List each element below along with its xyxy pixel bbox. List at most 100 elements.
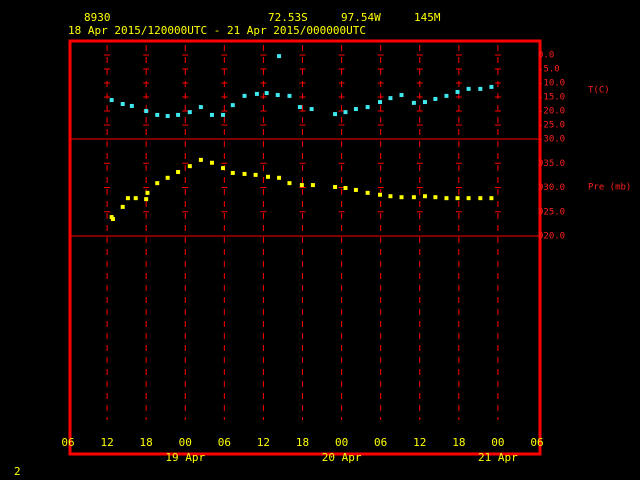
y-tick-label: 0.0: [538, 51, 554, 61]
x-tick-label: 06: [374, 436, 387, 449]
point: [411, 100, 416, 105]
point: [155, 181, 160, 186]
point: [187, 110, 192, 115]
point: [433, 96, 438, 101]
point: [221, 166, 226, 171]
x-tick-label: 06: [530, 436, 543, 449]
point: [287, 181, 292, 186]
point: [489, 196, 494, 201]
point: [198, 105, 203, 110]
point: [310, 183, 315, 188]
point: [388, 96, 393, 101]
point: [264, 91, 269, 96]
point: [145, 190, 150, 195]
point: [144, 197, 149, 202]
y-tick-label: 935.0: [538, 159, 565, 169]
elevation: 145M: [414, 11, 441, 24]
point: [254, 91, 259, 96]
point: [110, 217, 115, 222]
point: [125, 196, 130, 201]
point: [253, 172, 258, 177]
x-tick-label: 18: [140, 436, 153, 449]
y-label: T(C): [588, 86, 610, 96]
point: [478, 196, 483, 201]
point: [176, 169, 181, 174]
point: [209, 160, 214, 165]
point: [242, 93, 247, 98]
point: [353, 187, 358, 192]
y-tick-label: 920.0: [538, 232, 565, 242]
period: 18 Apr 2015/120000UTC - 21 Apr 2015/0000…: [68, 24, 366, 37]
point: [433, 195, 438, 200]
x-tick-label: 00: [491, 436, 504, 449]
y-tick-label: 930.0: [538, 183, 565, 193]
longitude: 97.54W: [341, 11, 381, 24]
y-tick-label: -20.0: [538, 107, 565, 117]
x-tick-label: 00: [179, 436, 192, 449]
point: [176, 112, 181, 117]
y-label: Pre (mb): [588, 183, 631, 193]
point: [365, 105, 370, 110]
y-tick-label: -25.0: [538, 121, 565, 131]
point: [120, 102, 125, 106]
point: [343, 185, 348, 190]
x-tick-label: 00: [335, 436, 348, 449]
point: [221, 112, 226, 117]
day-label: 19 Apr: [165, 451, 205, 464]
point: [388, 194, 393, 199]
station-id: 8930: [84, 11, 111, 24]
x-tick-label: 12: [413, 436, 426, 449]
point: [422, 100, 427, 105]
point: [422, 194, 427, 199]
point: [198, 157, 203, 162]
x-tick-label: 06: [218, 436, 231, 449]
point: [444, 196, 449, 201]
point: [230, 170, 235, 175]
point: [144, 109, 149, 113]
point: [120, 204, 125, 209]
point: [209, 112, 214, 117]
point: [275, 93, 280, 98]
point: [489, 84, 494, 89]
point: [455, 196, 460, 201]
point: [378, 192, 383, 197]
page-number: 2: [14, 465, 21, 478]
x-tick-label: 18: [452, 436, 465, 449]
point: [287, 93, 292, 98]
y-tick-label: 925.0: [538, 207, 565, 217]
point: [399, 93, 404, 98]
day-label: 21 Apr: [478, 451, 518, 464]
point: [343, 110, 348, 115]
point: [399, 195, 404, 200]
point: [155, 112, 160, 117]
day-label: 20 Apr: [322, 451, 362, 464]
y-tick-label: -10.0: [538, 79, 565, 89]
point: [165, 114, 170, 119]
point: [242, 171, 247, 176]
x-tick-label: 18: [296, 436, 309, 449]
x-tick-label: 12: [100, 436, 113, 449]
point: [466, 86, 471, 91]
point: [365, 190, 370, 195]
frame: [68, 39, 542, 456]
point: [299, 183, 304, 188]
y-tick-label: -15.0: [538, 93, 565, 103]
x-tick-label: 06: [61, 436, 74, 449]
point: [277, 175, 282, 180]
latitude: 72.53S: [268, 11, 308, 24]
point: [353, 107, 358, 112]
y-tick-label: -5.0: [538, 65, 560, 75]
point: [133, 196, 138, 201]
point: [411, 195, 416, 200]
x-tick-label: 12: [257, 436, 270, 449]
point: [109, 98, 114, 103]
point: [187, 164, 192, 169]
point: [309, 107, 314, 112]
point: [230, 103, 235, 108]
point: [455, 89, 460, 94]
point: [277, 54, 282, 59]
point: [444, 93, 449, 98]
point: [297, 105, 302, 110]
